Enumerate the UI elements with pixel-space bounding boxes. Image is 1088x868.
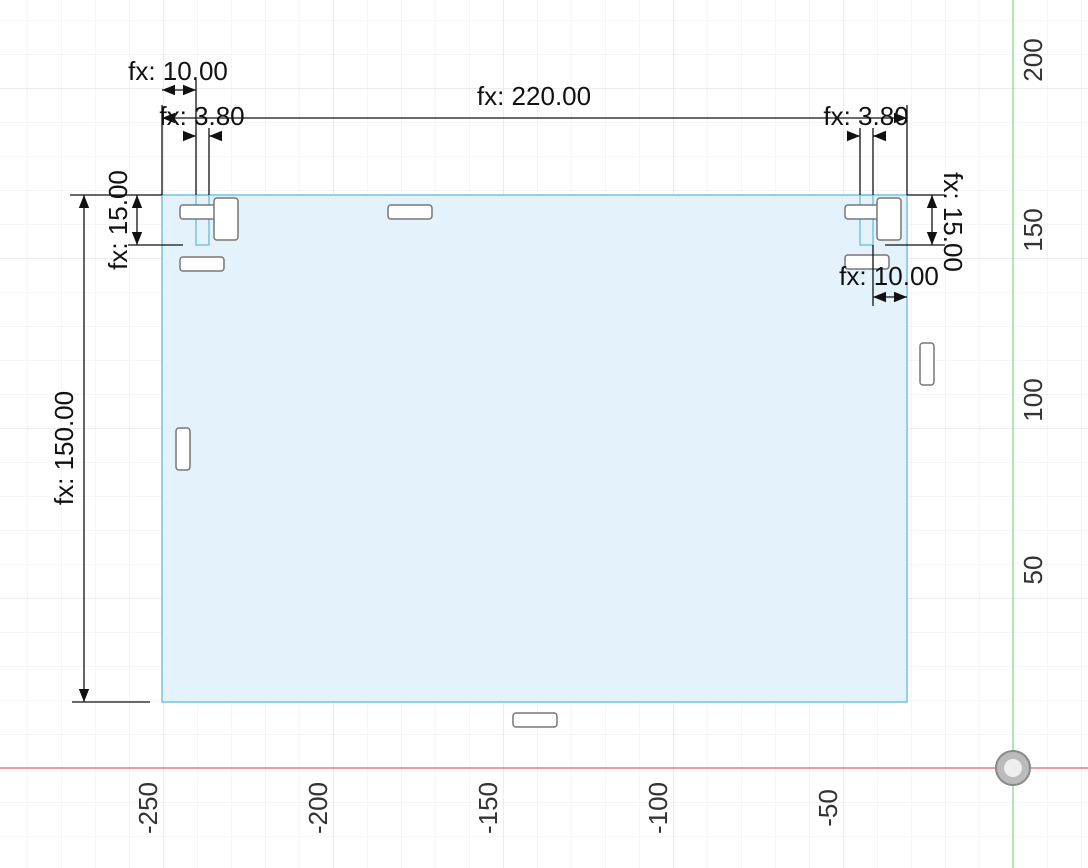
dimension-label[interactable]: fx: 3.80 — [159, 101, 244, 131]
sketch-slot[interactable] — [195, 194, 210, 246]
y-axis-label: 150 — [1018, 208, 1048, 251]
dimension-label[interactable]: fx: 150.00 — [49, 391, 79, 505]
y-axis-label: 50 — [1018, 556, 1048, 585]
dimension-label[interactable]: fx: 220.00 — [477, 81, 591, 111]
constraint-icon — [175, 197, 935, 728]
dimension-label[interactable]: fx: 15.00 — [103, 170, 133, 270]
constraint-icon — [387, 204, 433, 220]
dimension-label[interactable]: fx: 10.00 — [839, 261, 939, 291]
x-axis-label: -50 — [813, 789, 843, 827]
constraint-icon — [512, 712, 558, 728]
constraint-icon — [179, 256, 225, 272]
origin-point-center — [1004, 759, 1022, 777]
y-axis-label: 200 — [1018, 38, 1048, 81]
sketch-rectangle[interactable] — [161, 194, 908, 703]
x-axis-label: -250 — [133, 782, 163, 834]
constraint-icon — [175, 427, 191, 471]
x-axis-label: -150 — [473, 782, 503, 834]
dimension-label[interactable]: fx: 3.80 — [823, 101, 908, 131]
constraint-icon — [919, 342, 935, 386]
dimension-label[interactable]: fx: 15.00 — [938, 172, 968, 272]
x-axis-label: -100 — [643, 782, 673, 834]
dimension-label[interactable]: fx: 10.00 — [128, 56, 228, 86]
constraint-icon — [844, 254, 890, 270]
constraint-icon — [213, 197, 239, 241]
x-axis-label: -200 — [303, 782, 333, 834]
constraint-icon — [876, 197, 902, 241]
sketch-slot[interactable] — [859, 194, 874, 246]
y-axis-label: 100 — [1018, 378, 1048, 421]
dimension-line — [70, 80, 945, 703]
